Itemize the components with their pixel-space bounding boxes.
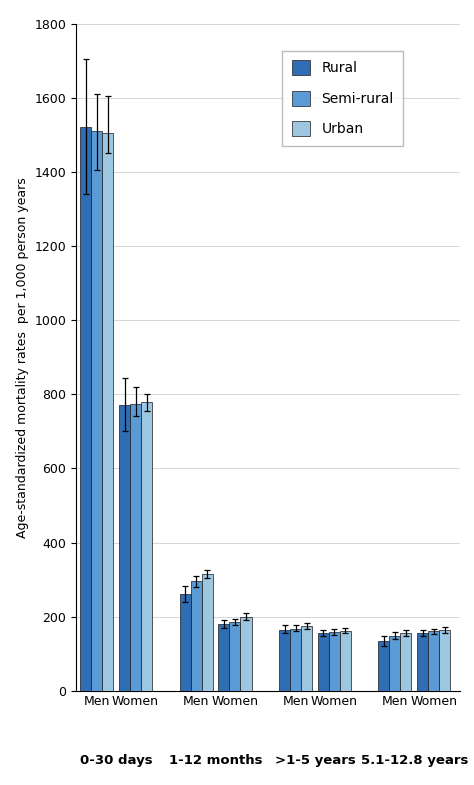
Bar — [219, 624, 229, 691]
Bar — [417, 633, 428, 691]
Bar — [290, 629, 301, 691]
Text: 1-12 months: 1-12 months — [169, 754, 262, 767]
Bar — [240, 617, 252, 691]
Bar — [378, 641, 390, 691]
Legend: Rural, Semi-rural, Urban: Rural, Semi-rural, Urban — [283, 50, 403, 146]
Bar — [340, 631, 351, 691]
Bar — [119, 405, 130, 691]
Bar — [229, 623, 240, 691]
Bar — [102, 133, 113, 691]
Y-axis label: Age-standardized mortality rates  per 1,000 person years: Age-standardized mortality rates per 1,0… — [16, 177, 29, 538]
Text: 5.1-12.8 years: 5.1-12.8 years — [361, 754, 468, 767]
Bar — [439, 630, 450, 691]
Bar — [180, 594, 191, 691]
Bar — [130, 403, 141, 691]
Bar — [428, 631, 439, 691]
Bar — [279, 630, 290, 691]
Bar — [91, 131, 102, 691]
Text: >1-5 years: >1-5 years — [274, 754, 356, 767]
Bar — [390, 636, 401, 691]
Bar — [191, 582, 201, 691]
Bar — [201, 574, 213, 691]
Bar — [141, 402, 152, 691]
Text: 0-30 days: 0-30 days — [80, 754, 153, 767]
Bar — [301, 626, 312, 691]
Bar — [329, 632, 340, 691]
Bar — [80, 127, 91, 691]
Bar — [318, 633, 329, 691]
Bar — [401, 633, 411, 691]
